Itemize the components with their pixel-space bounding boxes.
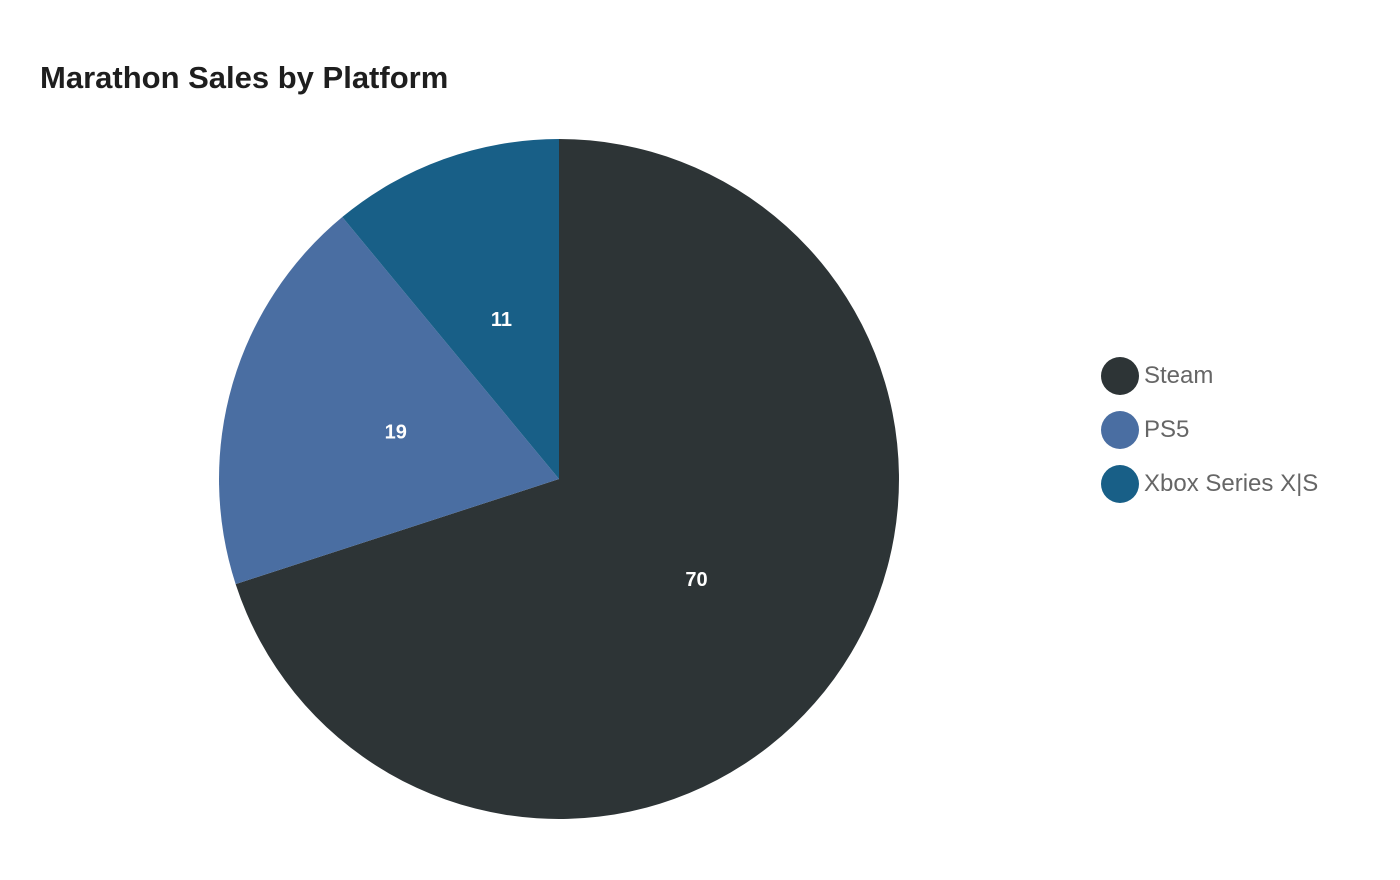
chart-title: Marathon Sales by Platform [40, 60, 449, 95]
pie-slice-steam[interactable] [235, 139, 900, 819]
pie-data-labels: 70 19 11 [385, 309, 708, 591]
data-label: 70 [685, 569, 707, 591]
data-label: 11 [491, 309, 512, 331]
pie-slices [219, 139, 900, 819]
legend-item-xbox[interactable]: Xbox Series X|S [1101, 465, 1318, 503]
legend-label: PS5 [1144, 416, 1190, 443]
legend-label: Steam [1144, 362, 1214, 389]
ps5-swatch-icon [1101, 411, 1139, 449]
legend-item-steam[interactable]: Steam [1101, 357, 1318, 395]
legend: Steam PS5 Xbox Series X|S [1101, 357, 1318, 519]
steam-swatch-icon [1101, 357, 1139, 395]
data-label: 19 [385, 422, 407, 444]
xbox-swatch-icon [1101, 465, 1139, 503]
pie-slice-ps5[interactable] [219, 217, 559, 585]
pie-slice-xbox-series-x-s[interactable] [342, 139, 559, 479]
legend-label: Xbox Series X|S [1144, 470, 1319, 497]
legend-item-ps5[interactable]: PS5 [1101, 411, 1318, 449]
